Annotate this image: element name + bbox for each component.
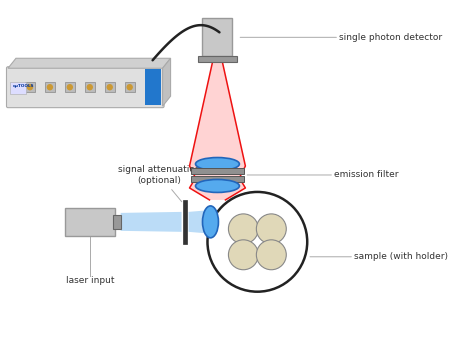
- Bar: [65, 82, 75, 92]
- Bar: [105, 82, 115, 92]
- Text: emission filter: emission filter: [334, 171, 399, 180]
- Circle shape: [47, 85, 52, 90]
- Text: single photon detector: single photon detector: [339, 33, 442, 42]
- FancyBboxPatch shape: [7, 67, 164, 108]
- Bar: [10, 82, 26, 94]
- Ellipse shape: [195, 180, 239, 192]
- Ellipse shape: [195, 157, 239, 171]
- Bar: [45, 82, 55, 92]
- Text: laser input: laser input: [65, 276, 114, 285]
- Bar: [198, 56, 237, 62]
- Circle shape: [256, 240, 286, 270]
- Bar: [191, 176, 245, 182]
- Circle shape: [228, 214, 258, 244]
- Bar: [191, 168, 245, 174]
- Bar: [145, 69, 161, 105]
- Bar: [182, 200, 187, 244]
- Polygon shape: [190, 62, 246, 200]
- Bar: [25, 82, 35, 92]
- Bar: [65, 208, 115, 236]
- Polygon shape: [189, 210, 212, 234]
- Polygon shape: [163, 58, 171, 106]
- Ellipse shape: [202, 206, 219, 238]
- Bar: [202, 19, 232, 56]
- Bar: [125, 82, 135, 92]
- Circle shape: [27, 85, 32, 90]
- Text: sample (with holder): sample (with holder): [354, 252, 448, 261]
- Circle shape: [87, 85, 92, 90]
- Circle shape: [256, 214, 286, 244]
- Bar: [85, 82, 95, 92]
- Bar: [113, 215, 121, 229]
- Circle shape: [228, 240, 258, 270]
- Text: signal attenuation
(optional): signal attenuation (optional): [118, 165, 201, 202]
- Polygon shape: [8, 58, 171, 68]
- Text: quTOOLS: quTOOLS: [13, 84, 35, 88]
- Circle shape: [107, 85, 112, 90]
- Circle shape: [208, 192, 307, 292]
- Polygon shape: [121, 212, 182, 232]
- Circle shape: [127, 85, 132, 90]
- Circle shape: [67, 85, 73, 90]
